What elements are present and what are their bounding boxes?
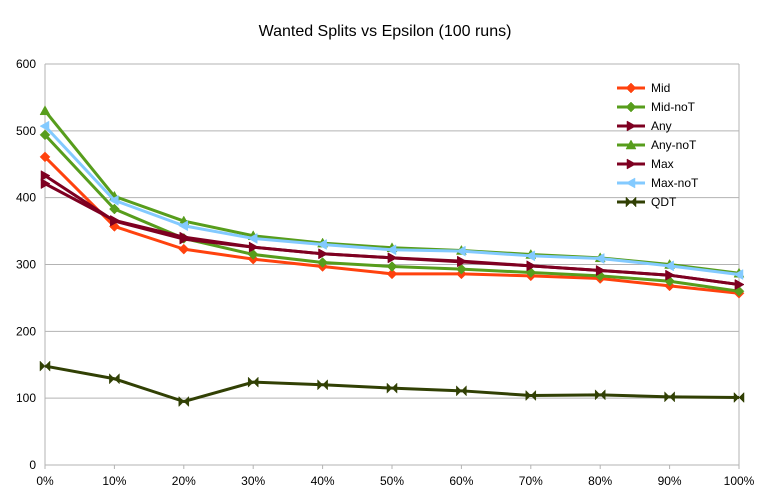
legend-label: Mid (651, 81, 670, 95)
data-point (456, 263, 467, 275)
legend-label: QDT (651, 195, 677, 209)
data-point (525, 250, 536, 262)
legend-label: Any (651, 119, 672, 133)
data-point (664, 260, 674, 272)
data-point (733, 269, 744, 280)
data-point (40, 178, 51, 190)
data-point (40, 170, 51, 182)
y-tick-labels: 0 100 200 300 400 500 600 (16, 57, 36, 472)
legend-label: Max (651, 157, 674, 171)
x-tick-label: 30% (241, 474, 265, 488)
data-point (109, 373, 120, 385)
legend-item: Any (617, 119, 672, 133)
x-tick-label: 50% (380, 474, 404, 488)
series-qdt (39, 360, 745, 408)
legend-item: Mid (617, 81, 670, 95)
legend-marker (625, 139, 637, 150)
legend-marker (625, 82, 637, 94)
data-point (386, 382, 398, 394)
data-point (247, 233, 258, 244)
chart-title: Wanted Splits vs Epsilon (100 runs) (259, 23, 512, 40)
x-tick-label: 80% (588, 474, 612, 488)
legend-label: Mid-noT (651, 100, 696, 114)
y-tick-label: 600 (16, 57, 36, 71)
data-point (247, 249, 259, 260)
legend-marker (626, 120, 637, 132)
legend-marker (625, 196, 637, 208)
data-point (386, 244, 397, 256)
data-point (178, 243, 190, 255)
data-point (178, 220, 189, 232)
legend-marker (625, 101, 637, 113)
data-point (386, 261, 398, 272)
data-point (386, 268, 398, 280)
series-max-not (39, 120, 744, 280)
data-point (733, 391, 745, 404)
data-point (248, 241, 259, 253)
x-tick-label: 90% (658, 474, 682, 488)
data-point (387, 252, 398, 264)
legend-label: Max-noT (651, 176, 699, 190)
data-point (456, 385, 467, 397)
legend-marker (625, 177, 636, 189)
data-point (247, 376, 259, 388)
series-max (40, 178, 745, 290)
y-tick-label: 400 (16, 191, 36, 205)
data-point (734, 279, 745, 290)
series-mid-not (39, 129, 745, 297)
x-tick-label: 100% (724, 474, 755, 488)
x-tick-label: 0% (36, 474, 54, 488)
data-point (39, 120, 50, 132)
data-point (39, 360, 51, 372)
data-point (39, 151, 51, 163)
series-line (44, 364, 740, 404)
x-tick-label: 70% (519, 474, 543, 488)
legend-item: QDT (617, 195, 677, 209)
legend-item: Mid-noT (617, 100, 696, 114)
data-point (178, 395, 190, 408)
data-point (109, 203, 120, 215)
series-lines (39, 105, 745, 408)
y-tick-label: 100 (16, 391, 36, 405)
x-tick-label: 40% (311, 474, 335, 488)
data-point (457, 256, 467, 268)
data-point (595, 265, 606, 276)
data-point (665, 269, 676, 281)
x-tick-labels: 0% 10% 20% 30% 40% 50% 60% 70% 80% 90% 100% (36, 474, 754, 488)
y-tick-label: 300 (16, 258, 36, 272)
data-point (525, 389, 537, 402)
x-tick-label: 20% (172, 474, 196, 488)
data-point (108, 194, 119, 206)
data-point (526, 260, 537, 272)
data-point (594, 253, 605, 264)
legend-item: Max-noT (617, 176, 699, 190)
legend: Mid Mid-noT Any Any-noT Max Max-noT QDT (617, 81, 699, 209)
x-tick-label: 10% (102, 474, 126, 488)
legend-label: Any-noT (651, 138, 697, 152)
data-point (110, 214, 120, 226)
y-tick-label: 0 (29, 458, 36, 472)
legend-marker (626, 158, 637, 170)
data-point (39, 129, 51, 141)
data-point (317, 239, 327, 250)
x-tick-label: 60% (449, 474, 473, 488)
data-point (455, 245, 466, 257)
y-tick-label: 500 (16, 124, 36, 138)
y-tick-label: 200 (16, 324, 36, 338)
legend-item: Max (617, 157, 674, 171)
data-point (664, 391, 675, 403)
data-point (317, 379, 328, 391)
data-point (39, 105, 51, 116)
data-point (179, 231, 190, 243)
data-point (318, 248, 329, 260)
data-point (594, 389, 606, 401)
legend-item: Any-noT (617, 138, 697, 152)
data-point (317, 257, 328, 268)
series-mid (39, 151, 745, 299)
